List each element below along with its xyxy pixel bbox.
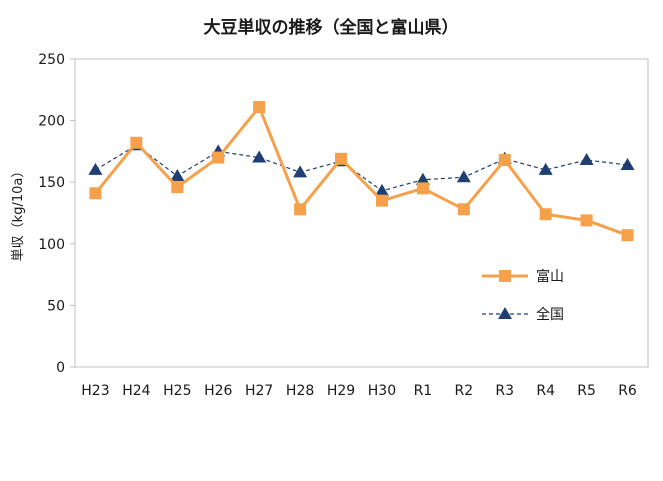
data-point — [335, 152, 348, 165]
x-tick-label: H29 — [327, 383, 355, 399]
series-toyama — [89, 101, 634, 242]
legend-label: 全国 — [536, 306, 564, 323]
x-tick-label: H28 — [286, 383, 314, 399]
x-tick-label: R1 — [414, 383, 433, 399]
x-axis: H23 H24 H25 H26 H27 H28 H29 H30 R1 R2 R3 R4 R5 R6 — [81, 383, 637, 399]
y-axis-label: 単収（kg/10a） — [10, 165, 26, 262]
series-national — [88, 138, 635, 196]
x-tick-label: R2 — [455, 383, 474, 399]
data-point — [375, 194, 388, 207]
data-point — [457, 203, 470, 216]
data-point — [170, 169, 185, 182]
y-tick-label: 50 — [47, 298, 65, 314]
y-tick-label: 0 — [56, 360, 65, 376]
x-tick-label: R5 — [577, 383, 596, 399]
data-point — [171, 181, 184, 194]
series-line — [95, 144, 628, 192]
x-tick-label: H24 — [122, 383, 150, 399]
series-line — [94, 104, 629, 237]
chart-title: 大豆単収の推移（全国と富山県） — [204, 17, 459, 38]
legend-item: 富山 — [482, 268, 564, 285]
x-tick-label: H23 — [81, 383, 109, 399]
data-point — [498, 154, 511, 167]
data-point — [538, 162, 553, 175]
data-point — [580, 214, 593, 227]
data-point — [456, 170, 471, 183]
data-point — [212, 151, 225, 164]
series-layer — [88, 101, 635, 242]
y-tick-label: 100 — [38, 237, 65, 253]
data-point — [130, 136, 143, 149]
x-tick-label: R3 — [495, 383, 514, 399]
x-tick-label: H25 — [163, 383, 191, 399]
y-tick-label: 150 — [38, 175, 65, 191]
y-tick-label: 250 — [38, 52, 65, 68]
y-tick-label: 200 — [38, 114, 65, 130]
data-point — [579, 153, 594, 166]
data-point — [374, 183, 389, 196]
x-tick-label: R6 — [618, 383, 637, 399]
plot-border — [74, 58, 649, 368]
y-axis: 0 50 100 150 200 250 — [38, 52, 75, 376]
x-tick-label: H30 — [368, 383, 396, 399]
data-point — [621, 229, 634, 242]
data-point — [293, 165, 308, 178]
data-point — [539, 208, 552, 221]
data-point — [620, 157, 635, 170]
data-point — [88, 162, 103, 175]
x-tick-label: R4 — [536, 383, 555, 399]
legend-marker — [498, 307, 512, 319]
x-tick-label: H26 — [204, 383, 232, 399]
plot-area — [74, 58, 649, 368]
data-point — [252, 150, 267, 163]
data-point — [415, 172, 430, 185]
data-point — [253, 101, 266, 114]
legend-label: 富山 — [536, 268, 564, 285]
legend-marker — [499, 270, 511, 282]
legend-item: 全国 — [482, 306, 564, 323]
data-point — [89, 187, 102, 200]
x-tick-label: H27 — [245, 383, 273, 399]
data-point — [416, 182, 429, 195]
data-point — [294, 203, 307, 216]
